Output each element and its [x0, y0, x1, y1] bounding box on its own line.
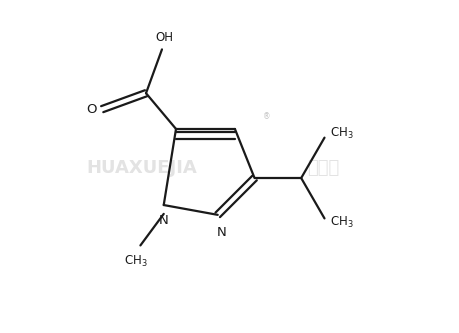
Text: HUAXUEJIA: HUAXUEJIA	[86, 159, 196, 177]
Text: O: O	[86, 103, 96, 116]
Text: N: N	[216, 226, 226, 239]
Text: CH$_3$: CH$_3$	[329, 126, 353, 141]
Text: CH$_3$: CH$_3$	[329, 215, 353, 230]
Text: CH$_3$: CH$_3$	[123, 254, 147, 269]
Text: OH: OH	[155, 31, 173, 44]
Text: N: N	[158, 214, 168, 227]
Text: 化学加: 化学加	[307, 159, 339, 177]
Text: ®: ®	[263, 112, 270, 121]
